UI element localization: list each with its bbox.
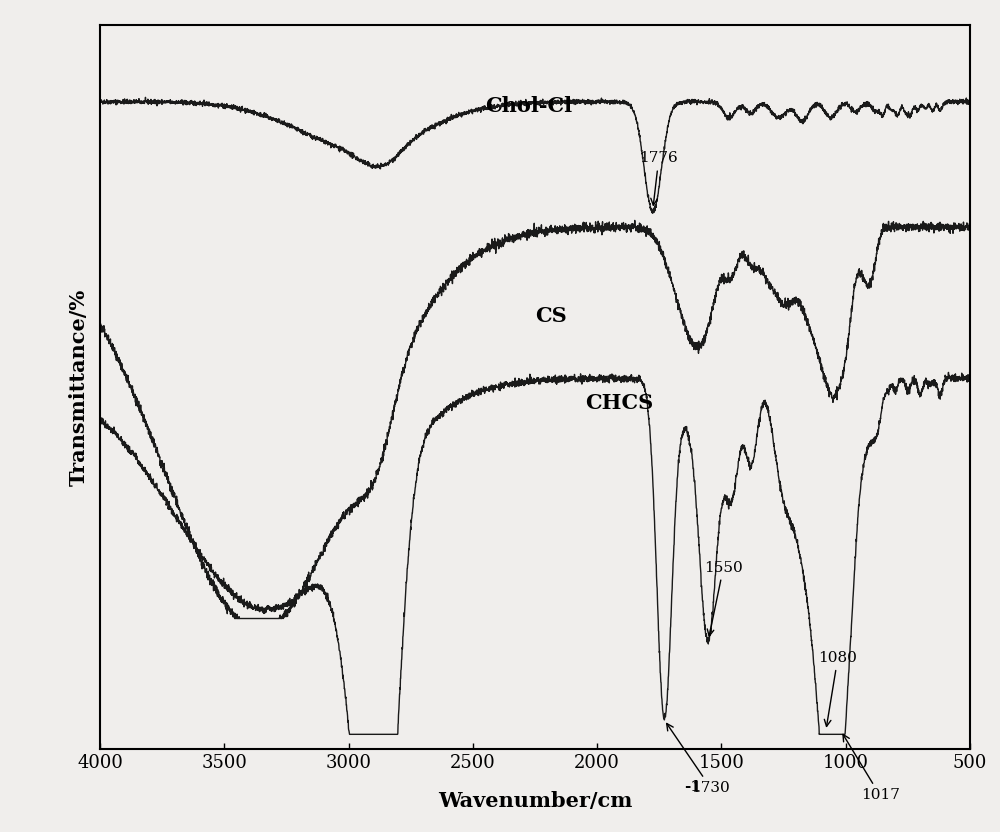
Text: Wavenumber/cm: Wavenumber/cm: [438, 791, 632, 811]
Text: CS: CS: [535, 305, 567, 326]
Text: Chol-Cl: Chol-Cl: [485, 96, 572, 116]
Text: -1: -1: [684, 780, 701, 794]
Text: 1080: 1080: [818, 651, 857, 726]
Text: 1776: 1776: [639, 151, 678, 206]
Text: 1730: 1730: [667, 724, 730, 795]
Text: 1550: 1550: [704, 561, 743, 636]
Text: CHCS: CHCS: [585, 393, 653, 413]
Y-axis label: Transmittance/%: Transmittance/%: [69, 288, 89, 486]
Text: 1017: 1017: [843, 735, 900, 803]
